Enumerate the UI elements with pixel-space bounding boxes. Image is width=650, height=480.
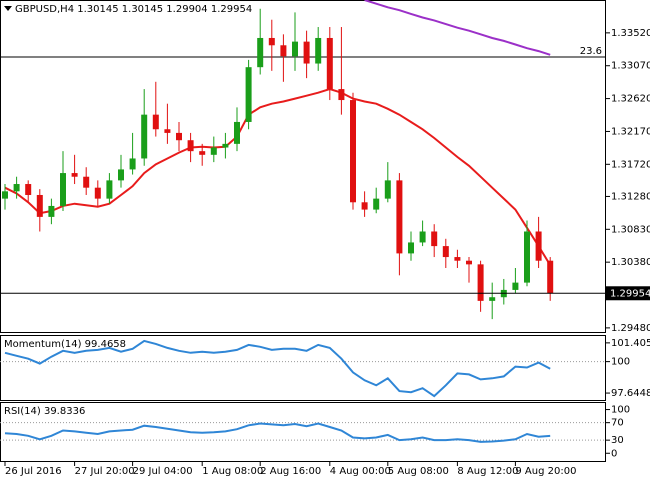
y-tick-label: 1.32620 xyxy=(611,94,650,105)
candle-body xyxy=(164,129,171,133)
rsi-title: RSI(14) 39.8336 xyxy=(4,406,85,417)
momentum-panel xyxy=(0,335,606,401)
candle-body xyxy=(280,45,287,57)
y-tick-label: 1.32170 xyxy=(611,126,650,137)
candle-body xyxy=(13,184,20,192)
candle-body xyxy=(141,114,148,159)
x-tick-label: 4 Aug 00:00 xyxy=(330,466,391,477)
y-tick-label: 100 xyxy=(611,357,630,368)
candle-body xyxy=(303,41,310,64)
chart-title: GBPUSD,H4 1.30145 1.30145 1.29904 1.2995… xyxy=(15,4,252,15)
y-tick-label: 1.33520 xyxy=(611,28,650,39)
x-tick-label: 8 Aug 12:00 xyxy=(457,466,518,477)
candle-body xyxy=(36,194,43,217)
candle-body xyxy=(396,180,403,254)
x-tick-label: 27 Jul 20:00 xyxy=(75,466,135,477)
candle-body xyxy=(268,37,275,46)
candle-body xyxy=(83,176,90,188)
candle-body xyxy=(118,169,124,181)
x-tick-label: 9 Aug 20:00 xyxy=(515,466,576,477)
candle-body xyxy=(129,158,136,170)
candle-body xyxy=(71,173,78,177)
menu-arrow xyxy=(4,6,12,11)
moving-average xyxy=(4,88,552,266)
candle-body xyxy=(234,121,240,144)
y-tick-label: 101.4053 xyxy=(611,338,650,349)
x-tick-label: 29 Jul 04:00 xyxy=(133,466,193,477)
x-tick-label: 26 Jul 2016 xyxy=(5,466,62,477)
candle-body xyxy=(210,147,217,155)
candle-body xyxy=(199,151,206,155)
candle-body xyxy=(176,132,182,141)
candle-body xyxy=(245,67,252,122)
momentum-title: Momentum(14) 99.4658 xyxy=(4,339,126,350)
candle-body xyxy=(535,231,542,261)
candle-body xyxy=(547,260,554,294)
candle-body xyxy=(489,297,496,301)
candle-body xyxy=(442,246,449,258)
x-tick-label: 1 Aug 08:00 xyxy=(202,466,263,477)
candle-body xyxy=(326,37,333,90)
candle-body xyxy=(419,231,426,243)
x-tick-label: 5 Aug 08:00 xyxy=(388,466,449,477)
y-tick-label: 100 xyxy=(611,405,630,416)
y-tick-label: 1.31280 xyxy=(611,191,650,202)
y-tick-label: 1.30380 xyxy=(611,257,650,268)
indicator-line xyxy=(4,339,551,398)
candle-body xyxy=(373,198,380,210)
rsi-panel xyxy=(0,402,606,462)
candle-body xyxy=(152,114,159,130)
candle-body xyxy=(431,231,438,247)
candle-body xyxy=(524,231,530,283)
candle-body xyxy=(350,100,356,203)
candle-body xyxy=(512,282,519,290)
y-tick-label: 70 xyxy=(611,418,624,429)
candle-body xyxy=(94,187,101,199)
candle-body xyxy=(60,173,66,206)
candle-body xyxy=(454,257,461,261)
y-tick-label: 1.31720 xyxy=(611,159,650,170)
candle-body xyxy=(338,89,345,101)
y-tick-label: 30 xyxy=(611,435,624,446)
y-tick-label: 1.29480 xyxy=(611,323,650,334)
candle-body xyxy=(315,37,322,64)
candle-body xyxy=(384,180,391,199)
candle-body xyxy=(106,180,113,199)
candle-body xyxy=(466,260,472,265)
candle-body xyxy=(361,202,368,210)
y-tick-label: 97.6448 xyxy=(611,388,650,399)
candle-body xyxy=(292,41,298,57)
y-tick-label: 1.33070 xyxy=(611,61,650,72)
last-price-label: 1.29954 xyxy=(610,288,650,299)
main-panel xyxy=(0,0,606,333)
y-tick-label: 1.30830 xyxy=(611,224,650,235)
candle-body xyxy=(25,184,32,195)
indicator-line xyxy=(4,422,551,443)
fib-label: 23.6 xyxy=(580,46,602,57)
candle-body xyxy=(48,205,55,217)
candle-body xyxy=(408,242,414,254)
moving-average xyxy=(364,0,551,56)
last-price-box xyxy=(606,286,650,301)
candle-body xyxy=(257,37,264,68)
candle-body xyxy=(222,143,229,148)
candle-body xyxy=(2,191,8,199)
candle-body xyxy=(187,140,194,152)
x-tick-label: 2 Aug 16:00 xyxy=(260,466,321,477)
candle-body xyxy=(477,264,484,301)
y-tick-label: 0 xyxy=(611,448,617,459)
